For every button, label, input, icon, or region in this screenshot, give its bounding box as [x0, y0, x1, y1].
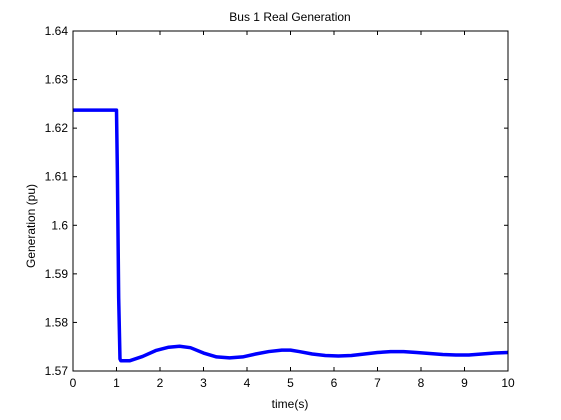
chart-title: Bus 1 Real Generation [229, 10, 350, 24]
y-tick-label: 1.61 [45, 170, 69, 184]
series-line-0 [73, 108, 509, 363]
y-tick-label: 1.62 [45, 121, 69, 135]
x-tick-label: 6 [331, 376, 338, 390]
x-tick-label: 9 [461, 376, 468, 390]
y-tick-label: 1.6 [51, 218, 68, 232]
x-tick-label: 8 [418, 376, 425, 390]
y-tick-label: 1.57 [45, 364, 69, 378]
y-tick-label: 1.58 [45, 315, 69, 329]
y-axis-label: Generation (pu) [24, 184, 38, 268]
x-axis-label: time(s) [272, 397, 309, 411]
y-tick-label: 1.64 [45, 24, 69, 38]
x-tick-label: 2 [157, 376, 164, 390]
x-tick-label: 5 [287, 376, 294, 390]
x-tick-label: 7 [374, 376, 381, 390]
y-tick-label: 1.59 [45, 267, 69, 281]
x-tick-label: 10 [501, 376, 515, 390]
x-tick-label: 0 [70, 376, 77, 390]
x-tick-label: 3 [200, 376, 207, 390]
axis-ticks: 0 1 2 3 4 5 6 7 8 9 10 1.57 1.58 1.59 1.6 1.61 1.62 1.63 1… [45, 24, 515, 390]
x-tick-label: 4 [244, 376, 251, 390]
x-tick-label: 1 [113, 376, 120, 390]
y-tick-label: 1.63 [45, 73, 69, 87]
series-layer [73, 108, 509, 363]
axes-frame [72, 30, 509, 372]
